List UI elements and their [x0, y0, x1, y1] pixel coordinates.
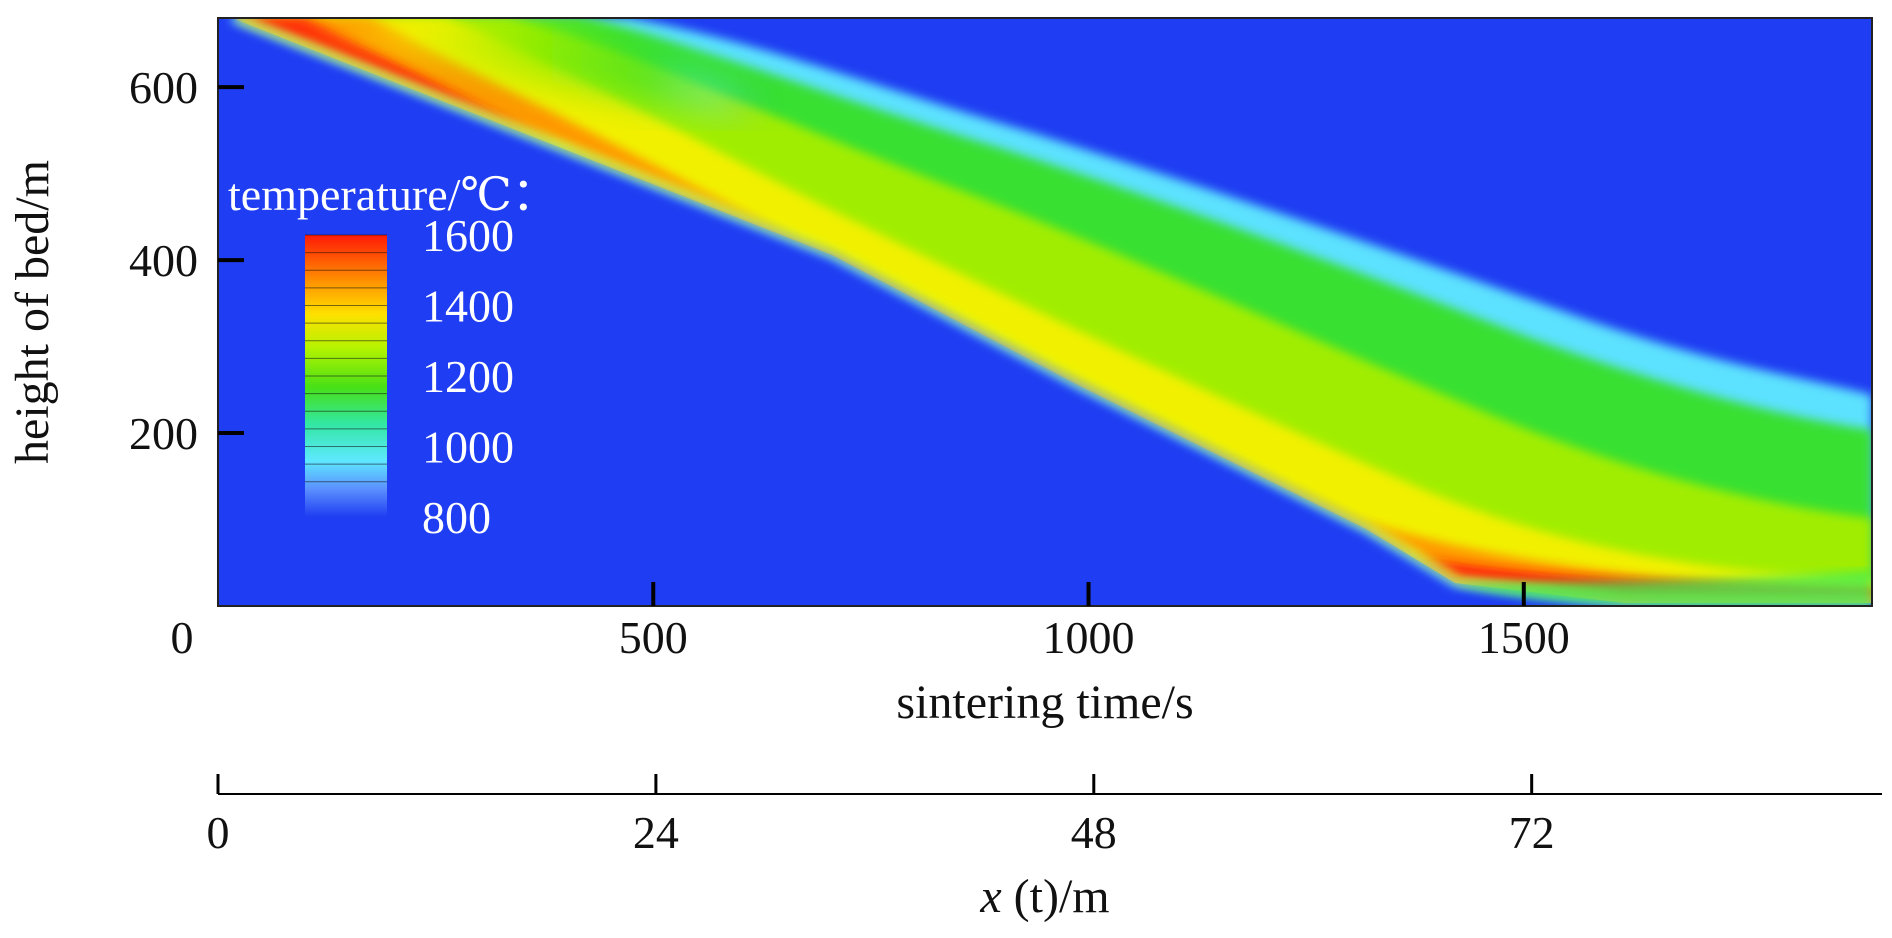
upper-left-hotspot: [230, 18, 760, 112]
cold-lower-left-region: [218, 18, 1872, 606]
secondary-x-axis-label-rest: (t)/m: [1014, 870, 1110, 923]
y-tick-label: 600: [129, 62, 198, 113]
secondary-x-tick-label: 72: [1509, 807, 1555, 858]
legend-labels: 1600 1400 1200 1000 800: [422, 210, 514, 543]
heatmap-field: [218, 18, 1872, 606]
secondary-x-axis-label: x (t)/m: [979, 870, 1109, 923]
legend-label: 1200: [422, 351, 514, 402]
legend-label: 1400: [422, 281, 514, 332]
secondary-x-tick-label: 24: [633, 807, 679, 858]
legend-label: 1000: [422, 422, 514, 473]
secondary-x-axis-label-text: x (t)/m: [979, 870, 1109, 923]
y-axis-label: height of bed/m: [6, 160, 59, 464]
primary-x-ticks: 0 500 1000 1500: [171, 582, 1570, 663]
x-tick-label: 0: [171, 612, 194, 663]
secondary-x-axis: 0 24 48 72: [207, 774, 1882, 858]
y-tick-label: 400: [129, 235, 198, 286]
orange-band: [232, 18, 1872, 606]
bottom-cooling-strip: [1455, 570, 1872, 606]
legend-level-lines: [305, 234, 387, 483]
legend-label: 800: [422, 492, 491, 543]
primary-y-ticks: 200 400 600: [129, 62, 244, 459]
legend-title: temperature/℃：: [228, 169, 558, 220]
secondary-x-tick-label: 48: [1071, 807, 1117, 858]
secondary-x-axis-label-italic: x: [979, 870, 1001, 923]
legend-label: 1600: [422, 210, 514, 261]
x-axis-label: sintering time/s: [896, 676, 1193, 729]
plot-frame: [217, 17, 1873, 607]
secondary-x-tick-label: 0: [207, 807, 230, 858]
x-tick-label: 500: [619, 612, 688, 663]
y-tick-label: 200: [129, 408, 198, 459]
x-tick-label: 1000: [1043, 612, 1135, 663]
temperature-legend: temperature/℃： 1600 1400 1200 1000 800: [228, 169, 558, 543]
x-tick-label: 1500: [1478, 612, 1570, 663]
